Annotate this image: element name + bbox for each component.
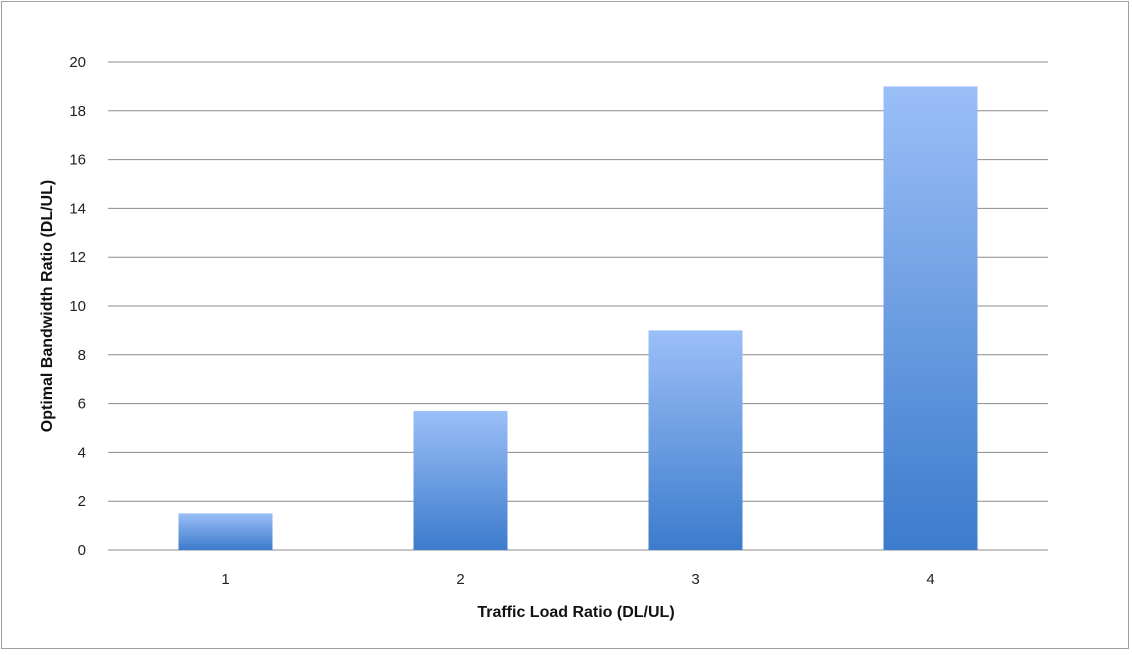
y-tick-label: 10 — [69, 298, 86, 315]
bar-1 — [178, 513, 273, 550]
x-tick-label: 4 — [926, 571, 934, 588]
y-tick-label: 12 — [69, 249, 86, 266]
y-tick-label: 2 — [78, 493, 86, 510]
y-tick-label: 16 — [69, 152, 86, 169]
x-tick-label: 2 — [456, 571, 464, 588]
y-tick-label: 14 — [69, 200, 86, 217]
bars — [178, 86, 978, 551]
y-tick-label: 20 — [69, 54, 86, 71]
y-tick-label: 18 — [69, 103, 86, 120]
x-tick-labels: 1 2 3 4 — [221, 571, 934, 588]
y-tick-label: 6 — [78, 396, 86, 413]
x-axis-title: Traffic Load Ratio (DL/UL) — [477, 604, 674, 621]
bar-3 — [648, 330, 743, 550]
y-tick-labels: 0 2 4 6 8 10 12 14 16 18 20 — [69, 54, 86, 559]
x-tick-label: 3 — [691, 571, 699, 588]
x-tick-label: 1 — [221, 571, 229, 588]
y-tick-label: 0 — [78, 542, 86, 559]
y-tick-label: 4 — [78, 444, 86, 461]
y-axis-title: Optimal Bandwidth Ratio (DL/UL) — [39, 180, 56, 432]
y-tick-label: 8 — [78, 347, 86, 364]
bar-4 — [883, 86, 978, 551]
bar-2 — [413, 410, 508, 550]
